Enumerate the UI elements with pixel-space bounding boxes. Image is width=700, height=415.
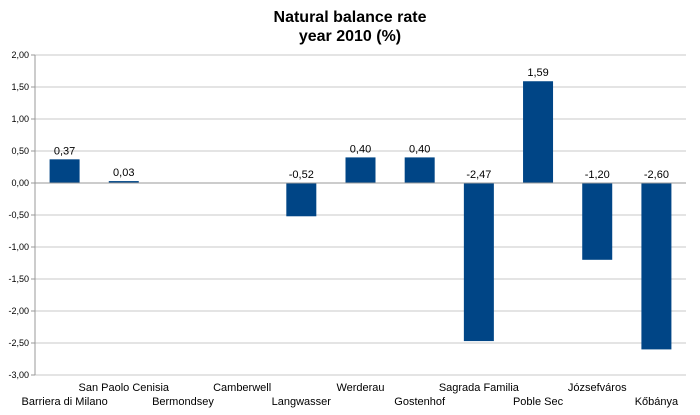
data-label: 0,40	[350, 143, 371, 155]
bar	[463, 183, 494, 342]
y-tick-label: 0,00	[11, 178, 29, 188]
data-label: 0,40	[409, 143, 430, 155]
y-tick-label: -3,00	[8, 370, 29, 380]
bar	[286, 183, 317, 217]
category-label: Barriera di Milano	[21, 396, 107, 408]
bar	[641, 183, 672, 350]
data-label: 0,03	[113, 167, 134, 179]
y-tick-label: -1,00	[8, 242, 29, 252]
y-tick-label: -1,50	[8, 274, 29, 284]
data-label: -0,52	[289, 169, 314, 181]
category-label: Kőbánya	[635, 396, 679, 408]
category-label: Sagrada Familia	[439, 382, 520, 394]
category-label: Poble Sec	[513, 396, 564, 408]
bar	[404, 157, 435, 183]
y-tick-label: 1,50	[11, 82, 29, 92]
category-label: Camberwell	[213, 382, 271, 394]
chart-title-line-1: Natural balance rate	[274, 9, 427, 26]
y-tick-label: 0,50	[11, 146, 29, 156]
category-label: Bermondsey	[152, 396, 214, 408]
bar	[523, 81, 554, 183]
y-axis-ticks: 2,00 1,50 1,00 0,50 0,00 -0,50 -1,00 -1,50 -2,00…	[8, 50, 36, 380]
bar	[345, 157, 376, 183]
y-tick-label: -2,50	[8, 338, 29, 348]
y-tick-label: -0,50	[8, 210, 29, 220]
bar	[582, 183, 613, 260]
y-tick-label: -2,00	[8, 306, 29, 316]
data-label: -2,60	[644, 169, 669, 181]
chart-title-line-2: year 2010 (%)	[299, 28, 401, 45]
data-label: 0,37	[54, 145, 75, 157]
data-label: -2,47	[466, 169, 491, 181]
category-label: Langwasser	[272, 396, 332, 408]
category-label: Józsefváros	[568, 382, 627, 394]
data-label: -1,20	[585, 169, 610, 181]
y-tick-label: 1,00	[11, 114, 29, 124]
bar	[49, 159, 80, 183]
bar	[108, 181, 139, 183]
data-labels: 0,37 0,03 -0,52 0,40 0,40 -2,47 1,59 -1,20 -2,60	[54, 67, 669, 181]
data-label: 1,59	[527, 67, 548, 79]
y-tick-label: 2,00	[11, 50, 29, 60]
category-label: Gostenhof	[394, 396, 446, 408]
bars	[49, 81, 672, 350]
category-label: San Paolo Cenisia	[79, 382, 170, 394]
category-label: Werderau	[336, 382, 384, 394]
category-labels: Barriera di Milano San Paolo Cenisia Bermo…	[21, 382, 679, 408]
